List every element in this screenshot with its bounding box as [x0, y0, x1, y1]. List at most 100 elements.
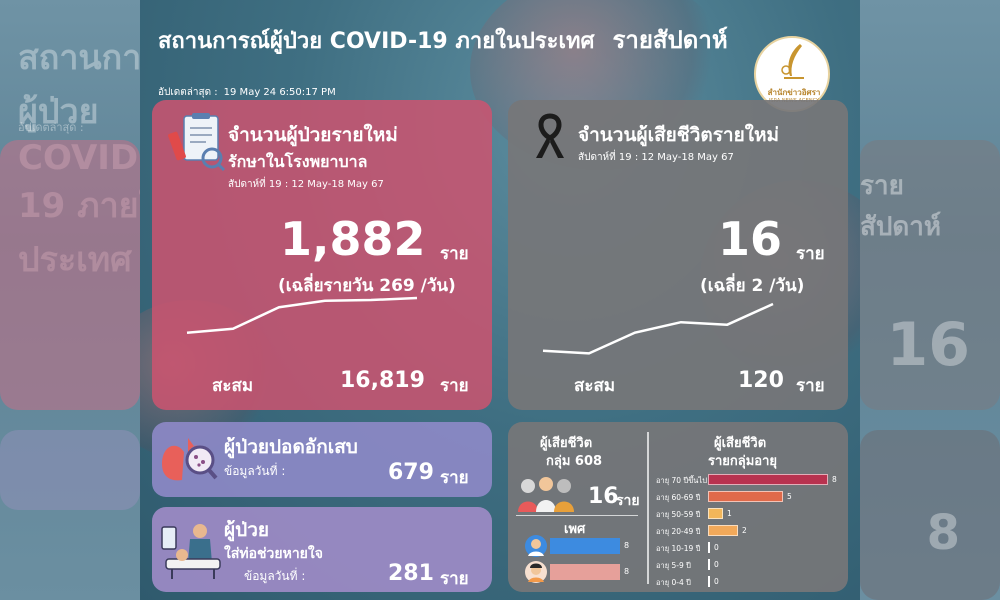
deaths-card: จำนวนผู้เสียชีวิตรายใหม่ สัปดาห์ที่ 19 :… — [508, 100, 848, 410]
new-cases-subtitle: รักษาในโรงพยาบาล — [228, 152, 368, 171]
deaths-unit: ราย — [796, 244, 825, 264]
age-group-label: อายุ 10-19 ปี — [656, 544, 701, 553]
age-group-row: อายุ 10-19 ปี 0 — [656, 542, 846, 554]
new-cases-trend-line — [186, 296, 418, 335]
age-group-label: อายุ 60-69 ปี — [656, 493, 701, 502]
age-group-label: อายุ 5-9 ปี — [656, 561, 691, 570]
gender-row-male: 8 — [520, 534, 630, 558]
last-updated: อัปเดตล่าสุด : 19 May 24 6:50:17 PM — [158, 85, 336, 100]
age-group-bar — [708, 508, 723, 519]
age-group-value: 0 — [714, 560, 719, 569]
female-bar — [550, 564, 620, 580]
age-group-bar — [708, 474, 828, 485]
age-group-value: 2 — [742, 526, 747, 535]
male-count: 8 — [624, 541, 630, 550]
age-group-row: อายุ 5-9 ปี 0 — [656, 559, 846, 571]
deaths-trend-line — [542, 302, 774, 355]
page-title: สถานการณ์ผู้ป่วย COVID-19 ภายในประเทศ ราย… — [158, 20, 728, 59]
background-blur-left: สถานการณ์ผู้ป่วย COVID-19 ภายในประเทศ อั… — [0, 0, 191, 600]
column-divider — [647, 432, 649, 584]
male-bar — [550, 538, 620, 554]
age-group-bar — [708, 576, 710, 587]
deaths-cumulative-label: สะสม — [574, 376, 616, 396]
elderly-family-icon — [516, 476, 580, 518]
gender-title: เพศ — [564, 522, 586, 537]
quill-icon — [781, 44, 804, 79]
ghost-number: 16 — [886, 310, 971, 380]
new-cases-title: จำนวนผู้ป่วยรายใหม่ — [228, 124, 398, 146]
new-cases-week: สัปดาห์ที่ 19 : 12 May-18 May 67 — [228, 179, 384, 190]
ghost-updated: อัปเดตล่าสุด : — [18, 121, 84, 134]
group-subtitle: กลุ่ม 608 — [546, 454, 603, 469]
group-unit: ราย — [616, 493, 640, 509]
age-group-value: 8 — [832, 475, 837, 484]
ventilator-patient-icon — [160, 517, 224, 587]
gender-divider — [516, 515, 638, 516]
pneumonia-title: ผู้ป่วยปอดอักเสบ — [224, 436, 358, 458]
new-cases-cumulative-unit: ราย — [440, 376, 469, 396]
gender-row-female: 8 — [520, 560, 630, 584]
new-cases-cumulative-label: สะสม — [212, 376, 254, 396]
deaths-value: 16 — [718, 212, 783, 266]
ghost-number: 8 — [926, 505, 960, 561]
new-cases-cumulative-value: 16,819 — [340, 368, 425, 393]
ventilator-title: ผู้ป่วย — [224, 519, 269, 541]
age-group-bar — [708, 559, 710, 570]
ventilator-value: 281 — [388, 561, 434, 586]
deaths-week: สัปดาห์ที่ 19 : 12 May-18 May 67 — [578, 152, 734, 163]
logo-name-th: สำนักข่าวอิศรา — [767, 88, 821, 97]
group-value: 16 — [588, 484, 619, 509]
age-group-bar — [708, 542, 710, 553]
age-subtitle: รายกลุ่มอายุ — [708, 454, 778, 469]
ghost-title: รายสัปดาห์ — [860, 171, 941, 242]
new-cases-card: จำนวนผู้ป่วยรายใหม่ รักษาในโรงพยาบาล สัป… — [152, 100, 492, 410]
age-group-label: อายุ 70 ปีขึ้นไป — [656, 476, 707, 485]
age-title: ผู้เสียชีวิต — [714, 436, 767, 451]
ventilator-card: ผู้ป่วย ใส่ท่อช่วยหายใจ ข้อมูลวันที่ : 2… — [152, 507, 492, 592]
background-blur-right: รายสัปดาห์ 16 8 — [860, 0, 1000, 600]
male-icon — [525, 535, 547, 557]
medical-report-icon — [166, 112, 228, 178]
ghost-card — [860, 430, 1000, 600]
updated-value: 19 May 24 6:50:17 PM — [223, 87, 336, 98]
group-title: ผู้เสียชีวิต — [540, 436, 593, 451]
age-group-value: 0 — [714, 543, 719, 552]
death-breakdown-card: ผู้เสียชีวิต กลุ่ม 608 16 ราย เพศ 8 — [508, 422, 848, 592]
ventilator-subtitle: ใส่ท่อช่วยหายใจ — [224, 546, 323, 562]
ventilator-date-label: ข้อมูลวันที่ : — [244, 569, 306, 583]
age-group-label: อายุ 50-59 ปี — [656, 510, 701, 519]
deaths-cumulative-value: 120 — [738, 368, 784, 393]
isra-news-logo: สำนักข่าวอิศรา ISRA NEWS AGENCY — [754, 36, 830, 112]
female-icon — [525, 561, 547, 583]
mourning-ribbon-icon — [530, 112, 570, 166]
age-group-row: อายุ 20-49 ปี 2 — [656, 525, 846, 537]
female-count: 8 — [624, 567, 630, 576]
deaths-title: จำนวนผู้เสียชีวิตรายใหม่ — [578, 124, 780, 146]
age-group-bar — [708, 491, 783, 502]
new-cases-average: (เฉลี่ยรายวัน 269 /วัน) — [278, 276, 456, 296]
new-cases-value: 1,882 — [280, 212, 426, 266]
pneumonia-card: ผู้ป่วยปอดอักเสบ ข้อมูลวันที่ : 679 ราย — [152, 422, 492, 497]
pneumonia-value: 679 — [388, 460, 434, 485]
age-group-bar — [708, 525, 738, 536]
age-group-label: อายุ 0-4 ปี — [656, 578, 691, 587]
infographic-panel: สถานการณ์ผู้ป่วย COVID-19 ภายในประเทศ ราย… — [140, 0, 860, 600]
new-cases-unit: ราย — [440, 244, 469, 264]
updated-label: อัปเดตล่าสุด : — [158, 87, 218, 98]
age-group-label: อายุ 20-49 ปี — [656, 527, 701, 536]
age-group-row: อายุ 60-69 ปี 5 — [656, 491, 846, 503]
ghost-card — [0, 430, 140, 510]
pneumonia-date-label: ข้อมูลวันที่ : — [224, 464, 286, 478]
age-group-row: อายุ 70 ปีขึ้นไป 8 — [656, 474, 846, 486]
age-group-value: 5 — [787, 492, 792, 501]
deaths-cumulative-unit: ราย — [796, 376, 825, 396]
title-suffix: รายสัปดาห์ — [612, 26, 728, 54]
title-text: สถานการณ์ผู้ป่วย COVID-19 ภายในประเทศ — [158, 29, 595, 54]
age-group-row: อายุ 0-4 ปี 0 — [656, 576, 846, 588]
age-group-value: 1 — [727, 509, 732, 518]
ventilator-unit: ราย — [440, 569, 469, 589]
lungs-icon — [156, 430, 220, 492]
ghost-card — [860, 140, 1000, 410]
deaths-average: (เฉลี่ย 2 /วัน) — [700, 276, 805, 296]
age-group-row: อายุ 50-59 ปี 1 — [656, 508, 846, 520]
